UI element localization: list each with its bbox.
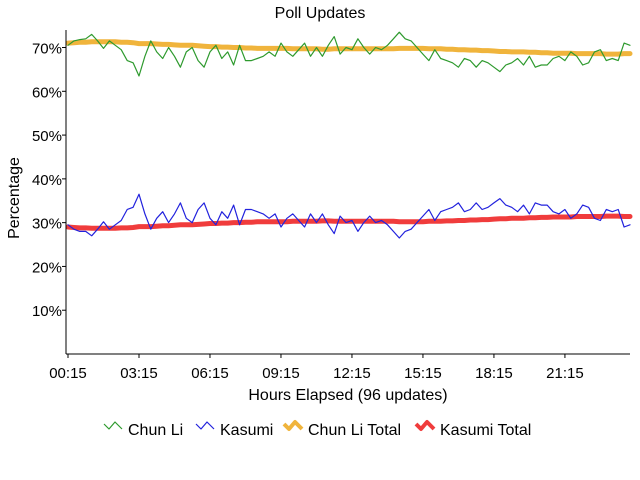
y-tick-label: 50% — [32, 128, 62, 145]
legend-item-chun-li-total: Chun Li Total — [282, 420, 401, 439]
legend-item-kasumi-total: Kasumi Total — [414, 420, 531, 439]
x-axis-ticks: 00:15 03:15 06:15 09:15 12:15 15:15 18:15 21:15 — [49, 354, 584, 382]
legend-item-kasumi: Kasumi — [195, 421, 273, 439]
y-tick-label: 20% — [32, 259, 62, 276]
plot-area: 10% 20% 30% 40% 50% 60% 70% 00:15 03:15 06:15 09:… — [32, 30, 633, 382]
x-tick-label: 18:15 — [475, 365, 513, 382]
x-tick-label: 12:15 — [333, 365, 371, 382]
chart-title: Poll Updates — [275, 5, 366, 22]
legend-label: Kasumi — [220, 422, 273, 439]
y-tick-label: 70% — [32, 41, 62, 58]
x-axis-title: Hours Elapsed (96 updates) — [248, 387, 447, 404]
y-tick-label: 10% — [32, 303, 62, 320]
legend-label: Kasumi Total — [440, 422, 531, 439]
legend-swatch-kasumi — [195, 421, 215, 430]
legend-label: Chun Li — [128, 422, 183, 439]
x-tick-label: 06:15 — [191, 365, 229, 382]
x-tick-label: 03:15 — [120, 365, 158, 382]
legend: Chun Li Kasumi Chun Li Total Kasumi Total — [103, 420, 531, 439]
y-tick-label: 40% — [32, 172, 62, 189]
x-tick-label: 15:15 — [404, 365, 442, 382]
y-tick-label: 60% — [32, 84, 62, 101]
legend-swatch-chun-li — [103, 421, 123, 430]
y-axis-ticks: 10% 20% 30% 40% 50% 60% 70% — [32, 41, 66, 320]
legend-item-chun-li: Chun Li — [103, 421, 183, 439]
series-line-chun-li — [67, 31, 631, 77]
legend-label: Chun Li Total — [308, 422, 401, 439]
y-axis-title: Percentage — [6, 157, 23, 239]
series-line-kasumi — [67, 193, 631, 239]
legend-swatch-kasumi-total — [414, 420, 436, 431]
x-tick-label: 00:15 — [49, 365, 87, 382]
y-tick-label: 30% — [32, 216, 62, 233]
legend-swatch-chun-li-total — [282, 420, 304, 431]
x-tick-label: 21:15 — [546, 365, 584, 382]
x-tick-label: 09:15 — [262, 365, 300, 382]
series-layer — [65, 31, 633, 239]
